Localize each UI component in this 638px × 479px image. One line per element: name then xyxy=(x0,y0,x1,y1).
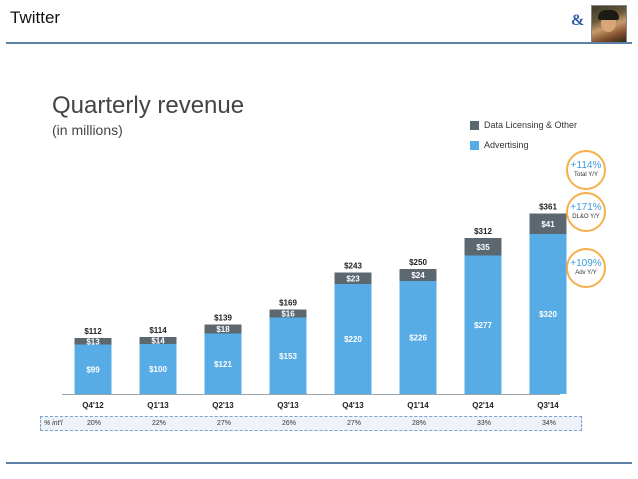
data-label-advertising: $226 xyxy=(409,334,427,343)
data-label-total: $250 xyxy=(409,258,427,267)
data-label-advertising: $153 xyxy=(279,352,297,361)
growth-badge-dlo-label: DL&O Y/Y xyxy=(572,214,600,220)
bar-advertising xyxy=(464,255,502,394)
data-label-advertising: $99 xyxy=(86,365,100,374)
chart-legend: Data Licensing & Other Advertising xyxy=(470,119,577,159)
legend-swatch-dlo xyxy=(470,120,479,130)
chart-title: Quarterly revenue xyxy=(52,92,245,119)
intl-percent-cell: 33% xyxy=(476,420,491,427)
bar-data-licensing xyxy=(529,213,567,234)
growth-badge-total: +114% Total Y/Y xyxy=(566,150,606,190)
x-tick-label: Q4'12 xyxy=(82,401,104,410)
x-tick-label: Q4'13 xyxy=(342,401,364,410)
intl-percent-cell: 20% xyxy=(86,420,101,427)
bar-data-licensing xyxy=(464,238,502,256)
x-tick-label: Q2'14 xyxy=(472,401,494,410)
data-label-total: $114 xyxy=(149,326,167,335)
legend-label-dlo: Data Licensing & Other xyxy=(484,120,578,130)
legend-item-dlo: Data Licensing & Other xyxy=(470,119,577,131)
data-label-data-licensing: $41 xyxy=(541,220,555,229)
intl-percent-cell: 28% xyxy=(411,420,426,427)
growth-badge-adv-label: Adv Y/Y xyxy=(575,270,597,276)
data-label-advertising: $320 xyxy=(539,310,557,319)
bar-advertising xyxy=(334,284,372,394)
intl-percent-row: % int'l 20% 22% 27% 26% 27% 28% 33% 34% xyxy=(40,416,582,431)
data-label-total: $361 xyxy=(539,203,557,212)
bar-data-licensing xyxy=(269,309,307,318)
growth-badge-total-label: Total Y/Y xyxy=(574,172,598,178)
data-label-total: $169 xyxy=(279,299,297,308)
bar-advertising xyxy=(139,344,177,394)
bar-advertising xyxy=(74,344,112,394)
growth-badge-dlo-value: +171% xyxy=(570,202,602,213)
growth-badge-adv-value: +109% xyxy=(570,258,602,269)
data-label-advertising: $277 xyxy=(474,321,492,330)
bar-data-licensing xyxy=(74,338,112,345)
data-label-data-licensing: $23 xyxy=(346,274,360,283)
intl-percent-cell: 22% xyxy=(151,420,166,427)
slide-title: Twitter xyxy=(10,8,61,27)
speaker-avatar xyxy=(591,5,627,43)
data-label-total: $139 xyxy=(214,314,232,323)
x-tick-label: Q3'14 xyxy=(537,401,559,410)
data-label-total: $312 xyxy=(474,227,492,236)
data-label-advertising: $100 xyxy=(149,365,167,374)
data-label-data-licensing: $35 xyxy=(476,243,490,252)
bar-data-licensing xyxy=(139,337,177,344)
intl-percent-cell: 26% xyxy=(281,420,296,427)
bar-data-licensing xyxy=(334,272,372,284)
data-label-advertising: $121 xyxy=(214,360,232,369)
intl-percent-cell: 27% xyxy=(216,420,231,427)
x-tick-label: Q1'14 xyxy=(407,401,429,410)
x-tick-label: Q2'13 xyxy=(212,401,234,410)
legend-label-advertising: Advertising xyxy=(484,140,529,150)
growth-badge-total-value: +114% xyxy=(570,160,602,171)
x-tick-label: Q3'13 xyxy=(277,401,299,410)
bar-data-licensing xyxy=(399,269,437,281)
data-label-data-licensing: $14 xyxy=(151,337,165,346)
header-divider xyxy=(6,42,632,44)
growth-badge-adv: +109% Adv Y/Y xyxy=(566,248,606,288)
data-label-data-licensing: $13 xyxy=(86,337,100,346)
legend-item-advertising: Advertising xyxy=(470,139,577,151)
x-tick-label: Q1'13 xyxy=(147,401,169,410)
bar-advertising xyxy=(529,234,567,394)
legend-swatch-advertising xyxy=(470,140,479,150)
intl-row-label: % int'l xyxy=(44,420,63,427)
data-label-total: $112 xyxy=(84,327,102,336)
intl-percent-cell: 27% xyxy=(346,420,361,427)
bar-data-licensing xyxy=(204,324,242,334)
data-label-data-licensing: $24 xyxy=(411,271,425,280)
data-label-data-licensing: $16 xyxy=(281,310,295,319)
chart-subtitle: (in millions) xyxy=(52,122,123,138)
bar-advertising xyxy=(204,333,242,394)
intl-percent-cell: 34% xyxy=(541,420,556,427)
company-logo: & xyxy=(571,12,585,29)
data-label-advertising: $220 xyxy=(344,335,362,344)
data-label-data-licensing: $18 xyxy=(216,325,230,334)
bar-advertising xyxy=(399,281,437,394)
footer-divider xyxy=(6,462,632,464)
growth-badge-dlo: +171% DL&O Y/Y xyxy=(566,192,606,232)
bar-advertising xyxy=(269,317,307,394)
data-label-total: $243 xyxy=(344,262,362,271)
